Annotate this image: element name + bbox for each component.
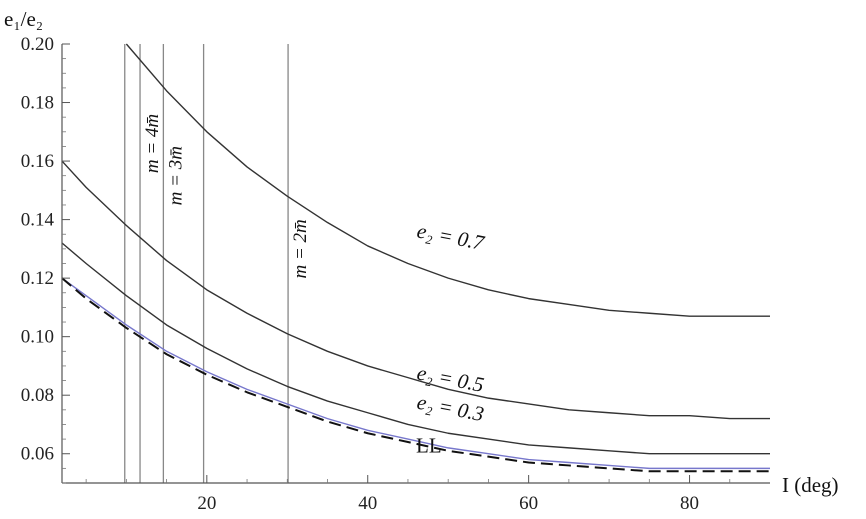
y-tick-label: 0.08 — [21, 385, 54, 406]
x-tick-label: 40 — [358, 493, 377, 514]
series-line — [61, 242, 770, 455]
curve-label: e₂ = 0.7 — [415, 219, 487, 256]
series-line — [61, 277, 770, 470]
y-tick-label: 0.06 — [21, 444, 54, 465]
y-tick-label: 0.12 — [21, 268, 54, 289]
curve-label: LL — [416, 433, 442, 457]
y-tick-label: 0.14 — [21, 210, 55, 231]
y-tick-label: 0.18 — [21, 93, 54, 114]
x-tick-label: 60 — [519, 493, 538, 514]
y-axis-title: e₁/e₂ — [4, 7, 43, 31]
y-axis-title-text: e₁/e₂ — [4, 7, 43, 31]
x-tick-label: 80 — [680, 493, 699, 514]
series-line — [125, 43, 770, 317]
x-axis-title: I (deg) — [782, 473, 839, 497]
series-line — [61, 277, 770, 473]
labels: e₂ = 0.7e₂ = 0.5e₂ = 0.3LL — [415, 219, 487, 458]
series-line — [61, 160, 770, 420]
vertical-line-label: m = 4m̄ — [142, 114, 163, 173]
vertical-line-label: m = 2m̄ — [290, 219, 311, 278]
x-tick-label: 20 — [197, 493, 216, 514]
axes: 0.06 0.08 0.10 0.12 0.14 0.16 0.18 0.20 20 40 60 80 — [21, 34, 770, 514]
y-tick-label: 0.20 — [21, 34, 54, 55]
y-tick-label: 0.16 — [21, 151, 54, 172]
y-tick-label: 0.10 — [21, 327, 54, 348]
curves — [61, 43, 770, 473]
vertical-reference-lines: m = 4m̄m = 3m̄ m = 2m̄ — [124, 44, 311, 483]
vertical-line-label: m = 3m̄ — [165, 146, 186, 205]
